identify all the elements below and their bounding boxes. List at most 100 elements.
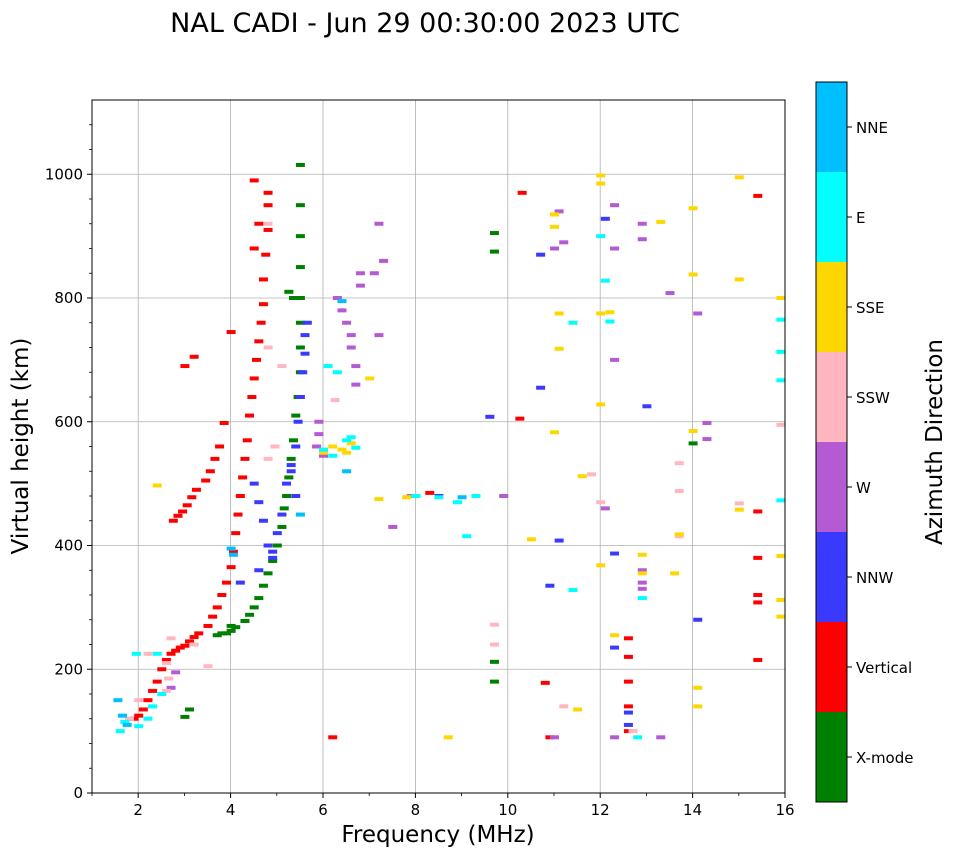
data-point: [554, 311, 564, 316]
data-point: [124, 716, 134, 721]
data-point: [489, 659, 499, 664]
y-tick-label: 800: [54, 289, 83, 307]
data-point: [610, 246, 620, 251]
data-point: [194, 631, 204, 636]
data-point: [157, 692, 167, 696]
data-point: [434, 495, 444, 500]
data-point: [665, 291, 675, 296]
data-point: [115, 729, 125, 734]
data-point: [355, 283, 365, 288]
data-point: [471, 494, 481, 498]
data-point: [182, 503, 192, 508]
data-point: [173, 513, 183, 518]
data-point: [152, 651, 162, 656]
colorbar-segment-vertical: [816, 622, 847, 712]
data-point: [536, 252, 546, 257]
data-point: [249, 178, 259, 183]
data-point: [332, 296, 342, 300]
data-point: [328, 444, 338, 449]
data-point: [323, 364, 333, 369]
x-tick-label: 16: [775, 801, 794, 819]
data-point: [351, 445, 361, 450]
data-point: [406, 494, 416, 498]
data-point: [443, 735, 453, 740]
data-point: [319, 453, 328, 458]
data-point: [656, 735, 666, 740]
data-point: [148, 704, 158, 709]
data-point: [610, 203, 620, 208]
data-point: [256, 320, 266, 325]
data-point: [189, 354, 199, 359]
data-point: [351, 382, 361, 387]
data-point: [277, 512, 287, 517]
data-point: [605, 310, 615, 315]
data-point: [342, 450, 352, 455]
data-point: [258, 302, 268, 307]
data-point: [642, 404, 652, 409]
colorbar-label-nnw: NNW: [856, 569, 893, 587]
data-point: [120, 719, 130, 724]
data-point: [161, 657, 171, 662]
series-e: [115, 234, 786, 740]
data-point: [138, 707, 148, 712]
data-point: [312, 444, 322, 449]
series-x-mode: [180, 162, 698, 719]
data-point: [559, 704, 569, 709]
colorbar-segment-sse: [816, 262, 847, 352]
data-point: [157, 667, 167, 672]
data-point: [263, 221, 273, 226]
data-point: [270, 444, 280, 449]
data-point: [263, 190, 273, 195]
data-point: [693, 311, 703, 316]
data-point: [623, 722, 633, 727]
data-point: [637, 568, 647, 573]
data-point: [298, 370, 308, 375]
data-point: [489, 249, 499, 254]
data-point: [596, 500, 606, 505]
data-point: [249, 246, 259, 251]
x-axis-label: Frequency (MHz): [341, 822, 534, 848]
data-point: [286, 463, 296, 468]
data-point: [131, 651, 141, 656]
data-point: [753, 593, 763, 597]
data-point: [545, 735, 555, 740]
data-point: [240, 618, 250, 623]
data-point: [637, 571, 647, 576]
colorbar-label-x-mode: X-mode: [856, 749, 913, 767]
data-point: [291, 494, 301, 498]
colorbar-frame: [815, 81, 848, 803]
colorbar-label-w: W: [856, 479, 871, 497]
data-point: [164, 676, 174, 681]
data-point: [286, 469, 296, 474]
data-point: [152, 679, 162, 684]
data-point: [670, 571, 680, 576]
data-point: [596, 402, 606, 407]
data-point: [226, 565, 236, 570]
data-point: [568, 320, 578, 325]
data-point: [148, 688, 158, 693]
data-point: [143, 651, 153, 656]
data-point: [215, 444, 225, 449]
data-point: [605, 319, 615, 324]
data-point: [178, 509, 188, 514]
data-point: [559, 240, 569, 245]
data-point: [623, 654, 633, 659]
data-point: [702, 420, 712, 425]
data-point: [374, 497, 384, 502]
data-point: [175, 645, 185, 650]
data-point: [637, 586, 647, 591]
data-point: [365, 376, 375, 381]
data-point: [314, 419, 324, 424]
data-point: [489, 679, 499, 684]
data-point: [254, 500, 264, 505]
data-point: [610, 633, 620, 638]
data-point: [134, 698, 144, 703]
data-point: [637, 237, 647, 242]
data-point: [734, 501, 744, 506]
data-point: [242, 438, 252, 443]
data-point: [228, 549, 238, 554]
data-point: [189, 642, 199, 647]
data-point: [540, 680, 550, 685]
data-point: [295, 203, 305, 208]
series-ssw: [124, 221, 786, 734]
